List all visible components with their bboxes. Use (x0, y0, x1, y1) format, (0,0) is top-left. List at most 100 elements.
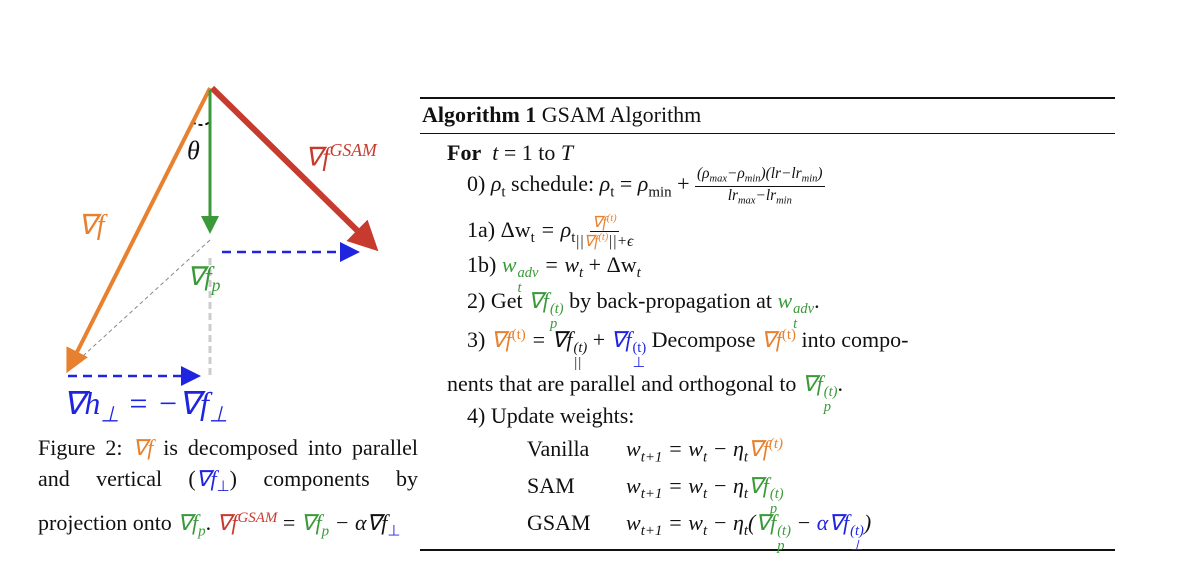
text: t (743, 486, 749, 503)
text: ρ (490, 171, 502, 197)
top-rule (420, 97, 1115, 99)
text: (t) (598, 232, 609, 244)
text-group: (t) p (824, 385, 838, 414)
text-group: (t) p (550, 302, 564, 331)
text: (t) (549, 301, 564, 318)
text-group: (t) || (573, 341, 587, 370)
text-group: (t) p (777, 524, 791, 553)
text: −ρ (727, 165, 745, 182)
text: ⊥ (100, 402, 120, 427)
text: t (743, 523, 749, 540)
text: || (573, 354, 582, 371)
text: = ρ (534, 217, 572, 242)
text: t (702, 449, 708, 466)
text: − (790, 510, 817, 535)
text: . (205, 510, 217, 536)
text: 4) Update weights: (467, 403, 635, 428)
text-group: adv t (793, 302, 814, 331)
text-group: 1b) w adv t = wt + Δwt (467, 252, 641, 295)
text: (t) (768, 436, 783, 452)
text: p (777, 537, 785, 554)
text: Decompose (646, 327, 762, 353)
text: w (626, 473, 641, 498)
text: ∇f (801, 371, 823, 396)
text-group: (ρmax−ρmin)(lr−lrmin) (695, 165, 825, 187)
text: ∇f (755, 510, 777, 535)
text: GSAM (527, 510, 591, 535)
text: by back-propagation at (563, 288, 778, 313)
text: = w (662, 473, 703, 498)
text: max (709, 173, 727, 185)
text: (t) (781, 327, 796, 343)
text: ⊥ (632, 354, 646, 371)
text: = −∇f (119, 385, 209, 421)
text-group: lrmax−lrmin (728, 187, 792, 208)
text: = ∇f (525, 327, 573, 353)
text: = w (538, 252, 580, 277)
text: (t) (606, 213, 617, 224)
text: 2) Get (467, 288, 529, 313)
text: min (801, 173, 818, 185)
text-group: Algorithm 1 GSAM Algorithm (422, 102, 701, 128)
text-group: 1a) Δwt = ρt ∇f(t) ||∇f(t)||+ϵ (467, 213, 633, 251)
text: = w (662, 510, 703, 535)
text: ∇h (63, 385, 101, 421)
text: ∇f (195, 466, 217, 491)
text: w (501, 252, 517, 277)
text: t (517, 279, 522, 296)
text: ∇f (592, 213, 607, 231)
text-group: ∇f(t) ||∇f(t)||+ϵ (575, 213, 633, 251)
text: t (702, 523, 708, 540)
text: p (321, 523, 330, 540)
text: SAM (527, 473, 575, 498)
text: ⊥ (850, 537, 863, 554)
text: GSAM (329, 140, 377, 160)
text: t (530, 230, 535, 247)
text: schedule: (505, 171, 600, 197)
text: − η (707, 436, 744, 462)
text: (t) (511, 327, 526, 343)
text: ∇f (610, 327, 632, 353)
text: ||+ϵ (608, 233, 634, 251)
text: ) (863, 510, 872, 535)
text: . (837, 371, 843, 396)
text: α∇f (816, 510, 850, 535)
text: w (626, 510, 641, 535)
text-group: (t) p (770, 487, 784, 516)
text: p (198, 523, 206, 540)
text: = (277, 510, 301, 536)
bottom-rule (420, 549, 1115, 551)
text: − η (707, 473, 744, 498)
text: t (492, 140, 499, 165)
text: t+1 (640, 523, 663, 540)
text: (t) (777, 523, 791, 540)
text: 1a) Δw (467, 217, 531, 242)
text: lr (727, 186, 738, 204)
text: ) (817, 165, 823, 182)
text: w (626, 436, 641, 462)
caption: Figure 2: ∇f is decomposed into parallel… (38, 432, 418, 548)
text-group: ∇f(t) (590, 213, 619, 233)
projection-line (71, 239, 211, 367)
text-group: nents that are parallel and orthogonal t… (447, 371, 843, 414)
text: t+1 (640, 449, 663, 466)
text: max (737, 195, 756, 207)
text: ∇f (216, 510, 238, 536)
text: t (579, 265, 584, 282)
text-group: (ρmax−ρmin)(lr−lrmin) lrmax−lrmin (695, 165, 825, 208)
mid-rule (420, 133, 1115, 134)
text: (t) (632, 340, 647, 357)
text: is decomposed into parallel and vertical… (38, 435, 418, 491)
diagram (66, 85, 379, 386)
text: adv (517, 265, 539, 282)
text: ρ (637, 171, 649, 197)
text: ) components by projection onto (38, 466, 418, 536)
text: ∇f (490, 327, 512, 353)
text-group: wt+1 = wt − ηt(∇f (t) p − α∇f (t) ⊥) (626, 510, 871, 553)
text: −lr (755, 186, 777, 204)
text: ∇f (177, 510, 199, 536)
text: T (560, 140, 574, 165)
text: p (211, 275, 221, 296)
text-group: wt+1 = wt − ηt∇f (t) p (626, 473, 784, 516)
